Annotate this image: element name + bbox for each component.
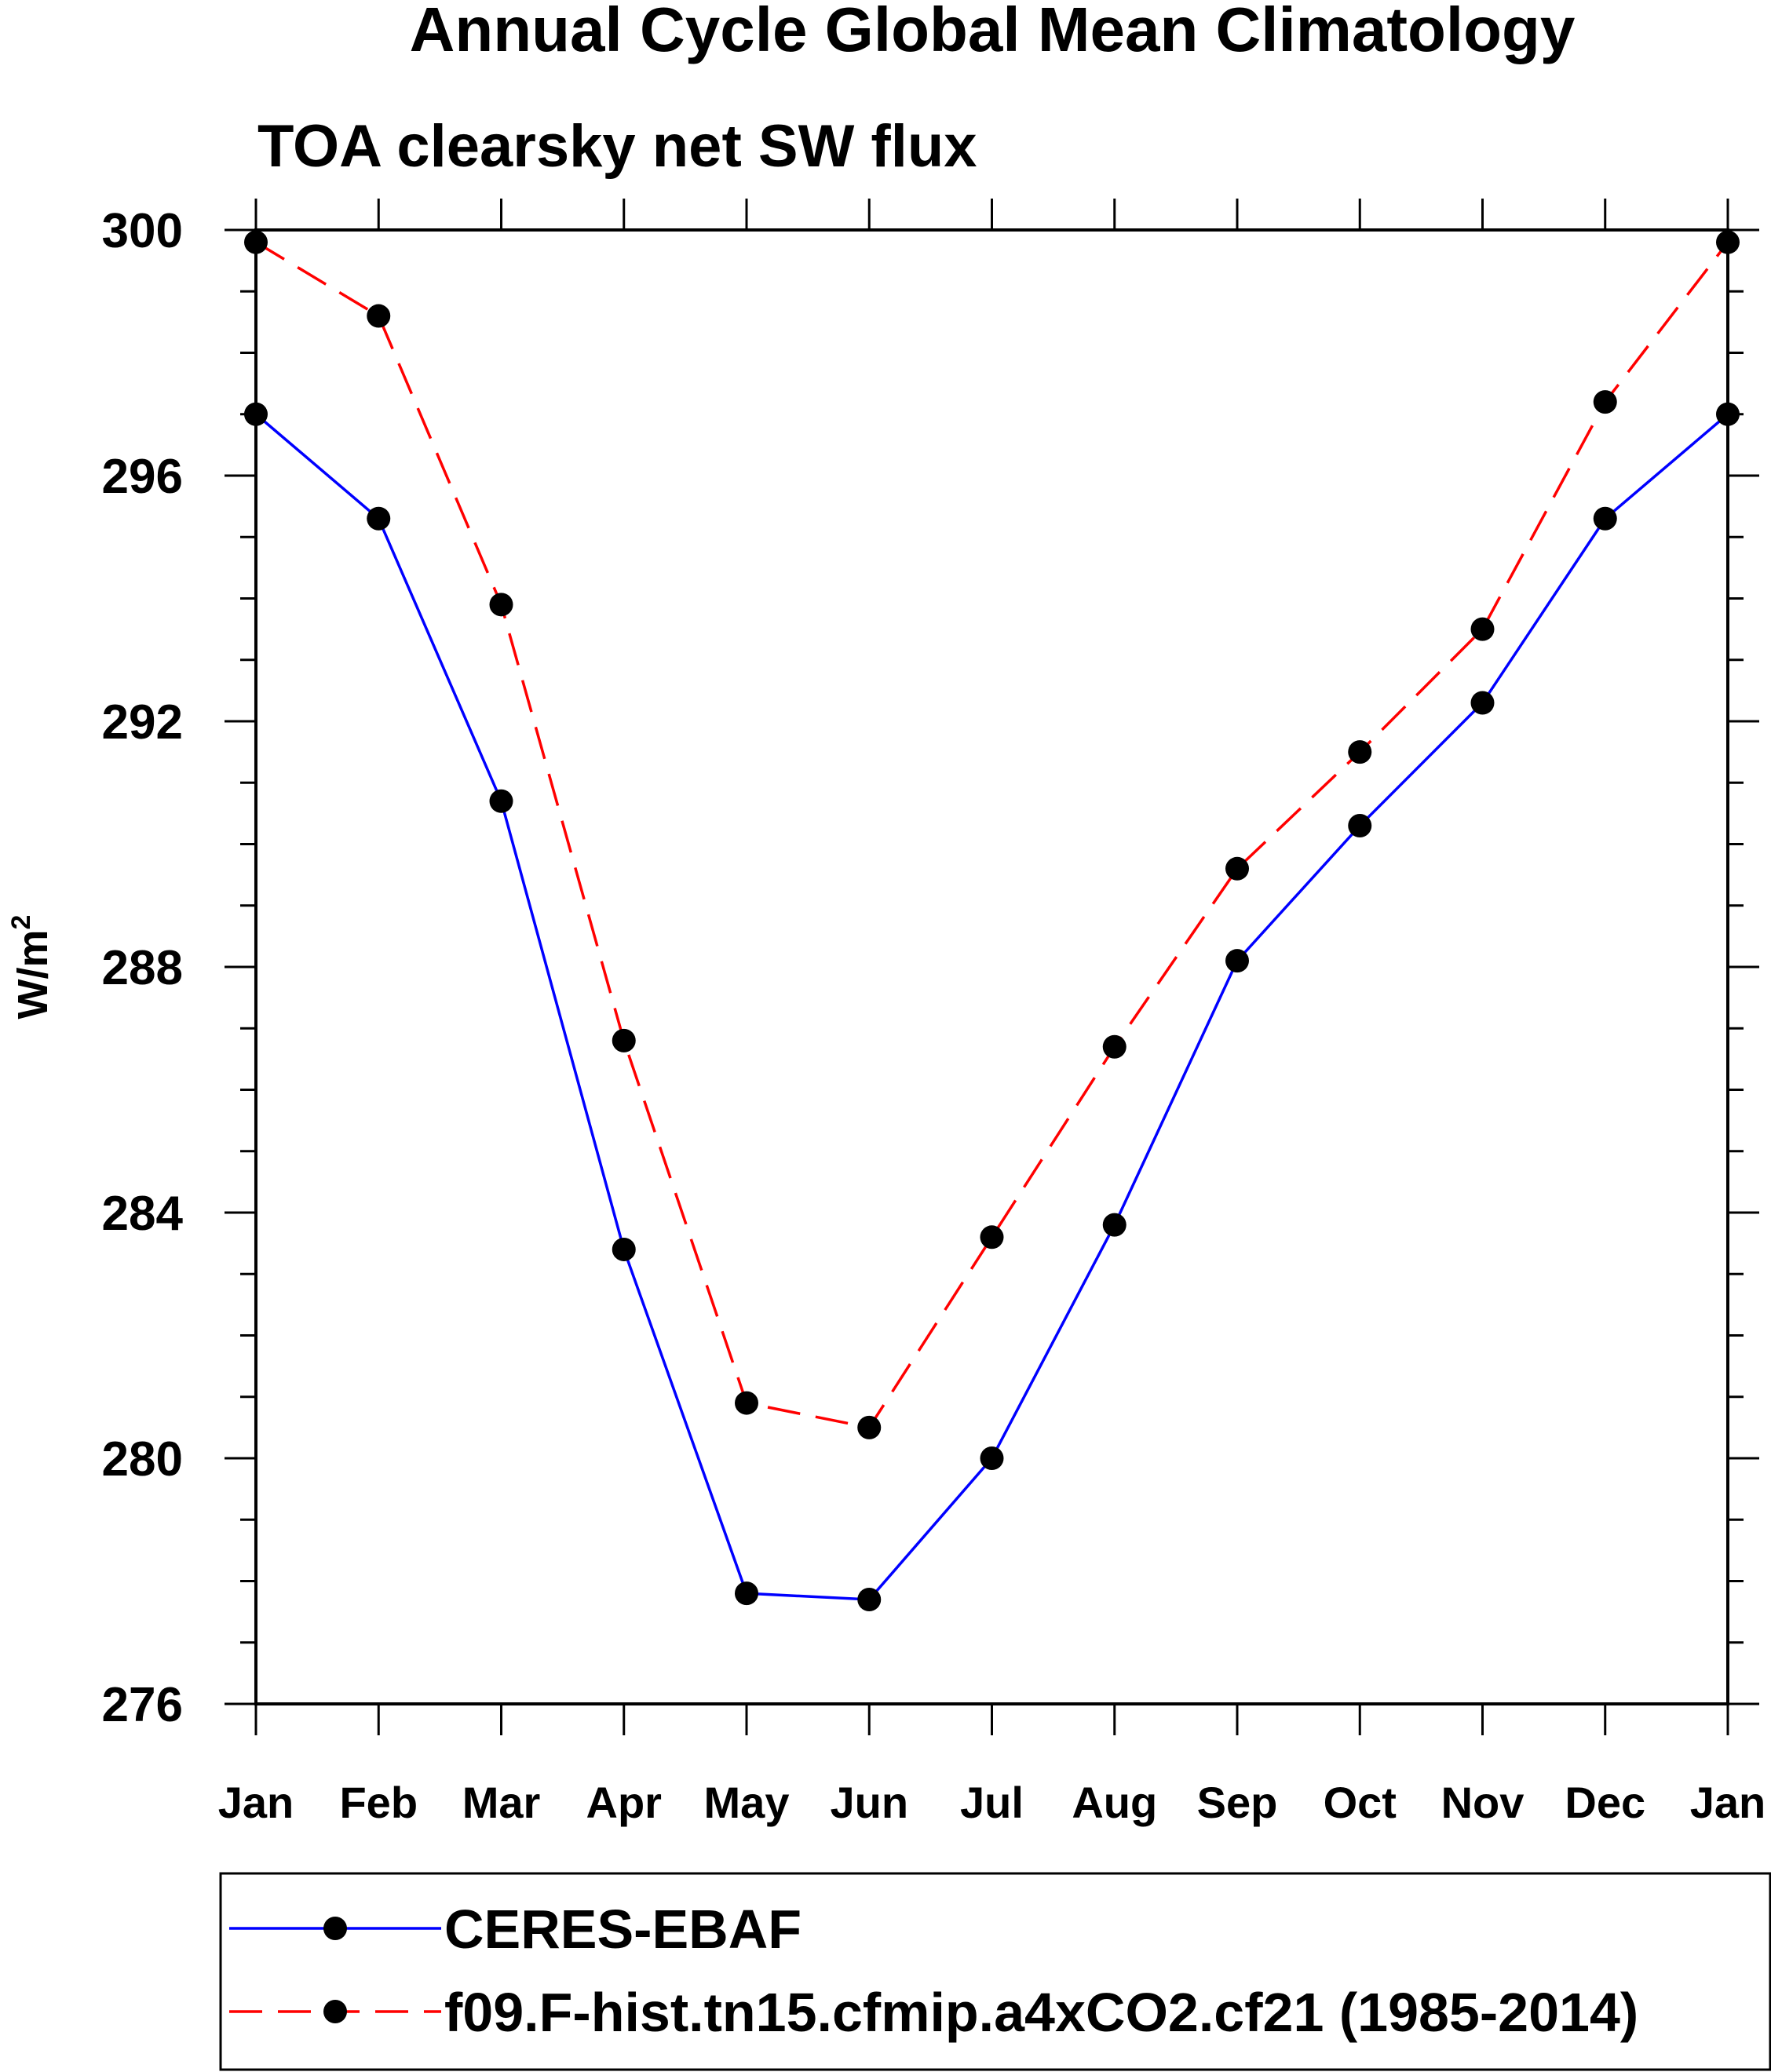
y-axis-label-text: W/m bbox=[9, 929, 57, 1019]
legend-label-1: f09.F-hist.tn15.cfmip.a4xCO2.cf21 (1985-… bbox=[444, 1982, 1638, 2043]
series-0-point bbox=[1716, 402, 1740, 426]
series-1-point bbox=[980, 1225, 1004, 1249]
series-1-point bbox=[1716, 230, 1740, 254]
x-tick-label: May bbox=[704, 1778, 790, 1827]
series-0-point bbox=[1225, 949, 1249, 973]
x-tick-label: Jan bbox=[218, 1778, 294, 1827]
y-tick-label: 296 bbox=[102, 450, 183, 504]
x-axis: Jan Feb Mar Apr May Jun Jul Aug Sep Oct Nov Dec Jan bbox=[218, 199, 1766, 1827]
legend: CERES-EBAF f09.F-hist.tn15.cfmip.a4xCO2.c… bbox=[219, 1872, 1771, 2071]
legend-box bbox=[219, 1872, 1771, 2071]
y-axis-label: W/m2 bbox=[6, 915, 57, 1020]
series-1-point bbox=[857, 1415, 882, 1439]
x-tick-label: Jan bbox=[1690, 1778, 1766, 1827]
series-0-point bbox=[1348, 814, 1372, 838]
legend-marker-0 bbox=[323, 1917, 347, 1940]
series-0-point bbox=[1593, 506, 1617, 531]
y-tick-label: 284 bbox=[102, 1187, 184, 1241]
series-1-point bbox=[489, 593, 513, 617]
series-1-point bbox=[367, 304, 391, 328]
series-1-point bbox=[612, 1028, 636, 1052]
x-tick-label: Nov bbox=[1441, 1778, 1525, 1827]
series-0-point bbox=[367, 506, 391, 531]
series-0-point bbox=[980, 1446, 1004, 1470]
x-tick-label: Feb bbox=[339, 1778, 418, 1827]
series-0-point bbox=[612, 1237, 636, 1261]
x-tick-label: Mar bbox=[462, 1778, 541, 1827]
x-tick-label: Apr bbox=[586, 1778, 662, 1827]
series-layer bbox=[244, 230, 1740, 1611]
series-1-point bbox=[1593, 390, 1617, 414]
y-tick-label: 276 bbox=[102, 1678, 183, 1732]
x-tick-label: Oct bbox=[1324, 1778, 1397, 1827]
y-tick-label: 280 bbox=[102, 1432, 183, 1487]
series-0-point bbox=[1102, 1213, 1127, 1237]
series-0-point bbox=[857, 1587, 882, 1611]
y-tick-label: 300 bbox=[102, 204, 183, 258]
y-axis: 276 280 284 288 292 296 300 bbox=[102, 204, 1759, 1732]
plot-frame bbox=[254, 228, 1729, 1705]
chart-subtitle: TOA clearsky net SW flux bbox=[257, 113, 977, 180]
y-tick-label: 292 bbox=[102, 695, 183, 750]
series-0-point bbox=[735, 1581, 758, 1606]
series-0-point bbox=[244, 402, 268, 426]
series-1-point bbox=[1102, 1034, 1127, 1059]
y-axis-label-superscript: 2 bbox=[6, 915, 36, 930]
x-tick-label: Jun bbox=[830, 1778, 908, 1827]
series-1-point bbox=[1225, 856, 1249, 881]
series-line-1 bbox=[255, 241, 1729, 1429]
y-tick-label: 288 bbox=[102, 941, 183, 995]
series-1-point bbox=[1470, 617, 1495, 641]
x-tick-label: Dec bbox=[1565, 1778, 1645, 1827]
x-tick-label: Aug bbox=[1072, 1778, 1157, 1827]
x-tick-label: Jul bbox=[960, 1778, 1024, 1827]
series-0-point bbox=[1470, 691, 1495, 715]
legend-label-0: CERES-EBAF bbox=[444, 1899, 802, 1960]
series-1-point bbox=[244, 230, 268, 254]
legend-marker-1 bbox=[323, 2000, 347, 2023]
series-0-point bbox=[489, 789, 513, 813]
series-1-point bbox=[735, 1391, 758, 1415]
series-line-0 bbox=[254, 413, 1729, 1601]
series-1-point bbox=[1348, 740, 1372, 764]
chart-title: Annual Cycle Global Mean Climatology bbox=[410, 0, 1576, 64]
x-tick-label: Sep bbox=[1197, 1778, 1278, 1827]
